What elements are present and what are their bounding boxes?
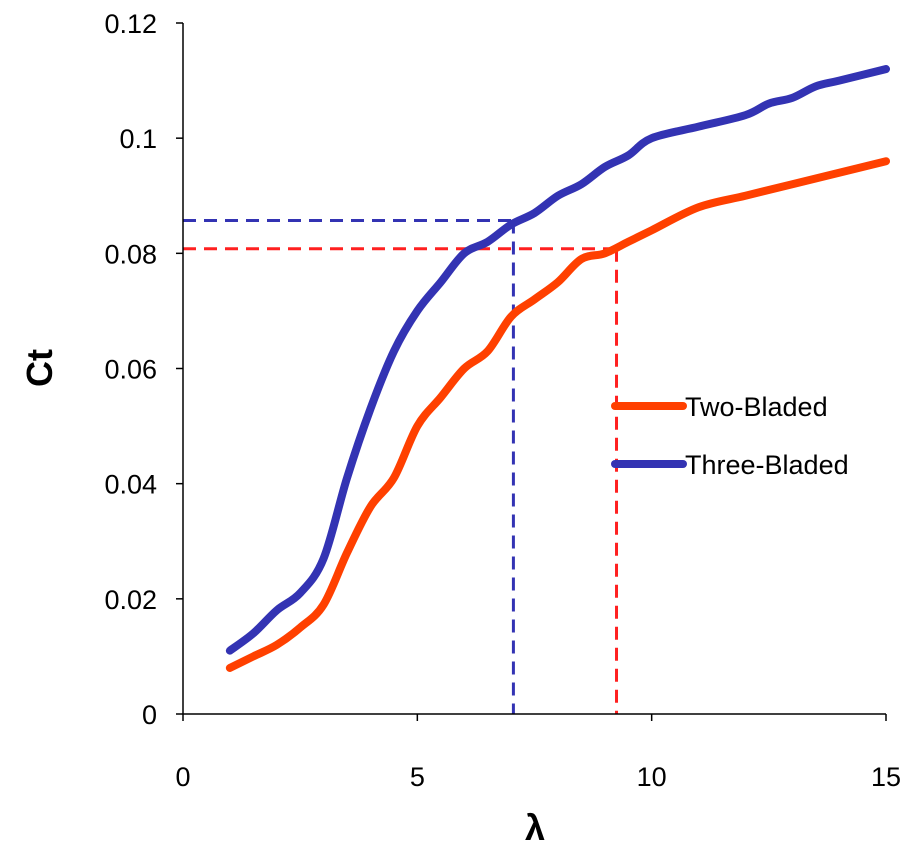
legend-label-two-bladed: Two-Bladed [685,392,828,422]
x-tick-label: 10 [637,762,667,792]
y-tick-label: 0.02 [104,585,157,615]
y-tick-label: 0.06 [104,355,157,385]
y-axis-title: Ct [19,349,60,387]
y-tick-label: 0.12 [104,9,157,39]
y-tick-label: 0.08 [104,239,157,269]
x-tick-label: 5 [410,762,425,792]
reference-lines [183,219,619,714]
series-line-three-bladed [225,65,890,655]
legend-label-three-bladed: Three-Bladed [685,450,849,480]
y-tick-label: 0 [142,700,157,730]
axes [182,23,886,715]
y-tick-label: 0.04 [104,470,157,500]
x-axis-ticks: 0 5 10 15 [175,714,901,792]
legend: Two-Bladed Three-Bladed [611,392,849,480]
x-tick-label: 0 [175,762,190,792]
y-tick-label: 0.1 [119,124,157,154]
y-axis-ticks: 0 0.02 0.04 0.06 0.08 0.1 0.12 [104,9,183,730]
x-axis-title: λ [525,807,545,848]
series-lines [225,65,890,672]
series-line-two-bladed [225,157,890,672]
x-tick-label: 15 [871,762,901,792]
